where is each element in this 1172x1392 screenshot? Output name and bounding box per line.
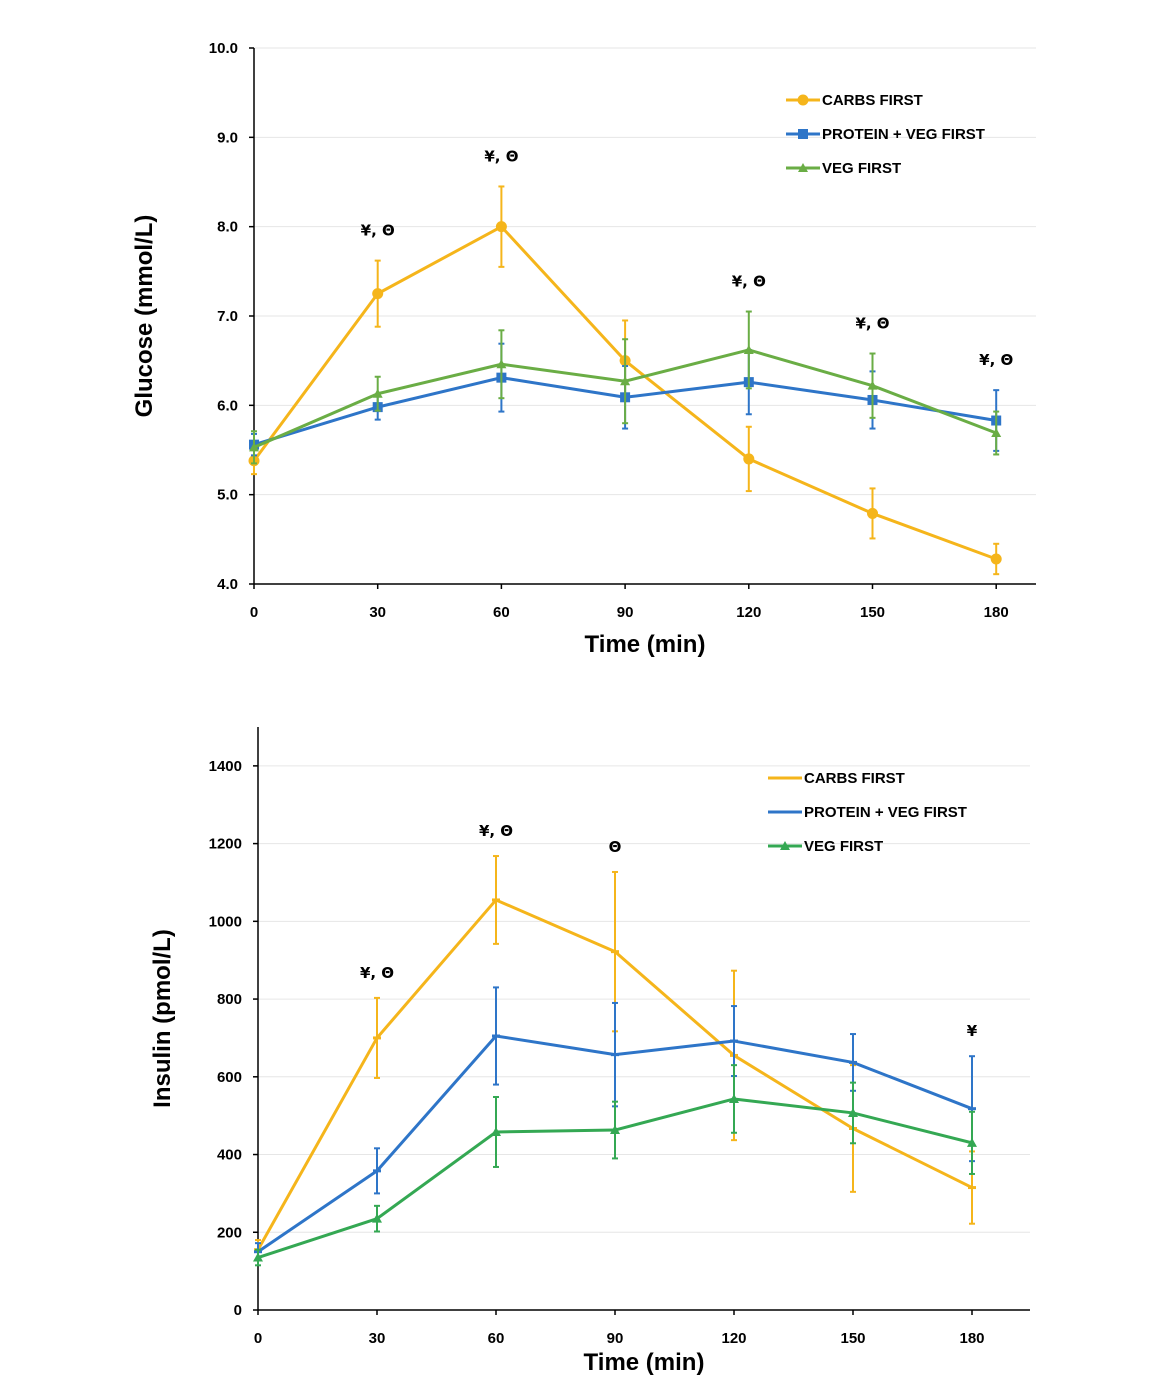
data-point [253, 1252, 263, 1262]
legend-entry: CARBS FIRST [768, 770, 905, 787]
y-tick-label: 0 [234, 1302, 242, 1319]
x-tick-label: 0 [254, 1330, 262, 1347]
significance-annotation: ¥, Θ [732, 273, 766, 291]
x-tick-label: 90 [607, 1330, 624, 1347]
legend-label: VEG FIRST [822, 160, 901, 177]
data-point [610, 1125, 620, 1135]
x-tick-label: 150 [860, 604, 885, 621]
significance-annotation: ¥, Θ [361, 222, 395, 240]
x-axis-title: Time (min) [584, 1349, 705, 1376]
legend-swatch-marker [780, 841, 790, 850]
significance-annotation: ¥, Θ [479, 822, 513, 840]
data-point [372, 388, 383, 398]
data-point [743, 453, 755, 465]
data-point [991, 428, 1002, 438]
x-axis-title: Time (min) [585, 631, 706, 658]
data-point [743, 344, 754, 354]
series-protein-veg-first [254, 986, 976, 1262]
data-point [372, 1213, 382, 1223]
y-tick-label: 200 [217, 1224, 242, 1241]
x-tick-label: 150 [840, 1330, 865, 1347]
data-point [990, 553, 1002, 565]
x-tick-label: 90 [617, 604, 634, 621]
series-veg-first [253, 1064, 977, 1267]
x-tick-label: 120 [721, 1330, 746, 1347]
y-tick-label: 1000 [209, 913, 242, 930]
y-tick-label: 4.0 [217, 576, 238, 593]
y-tick-label: 800 [217, 991, 242, 1008]
glucose-chart: 4.0 5.0 6.0 7.0 8.0 9.0 10.0 0 30 60 90 120 150 180 Ti… [131, 40, 1036, 658]
x-tick-label: 30 [369, 604, 386, 621]
significance-annotation: ¥, Θ [979, 351, 1013, 369]
significance-annotation: ¥ [967, 1022, 978, 1040]
y-tick-label: 7.0 [217, 308, 238, 325]
x-tick-label: 120 [736, 604, 761, 621]
legend-label: CARBS FIRST [804, 770, 905, 787]
x-tick-label: 60 [493, 604, 510, 621]
x-tick-label: 30 [369, 1330, 386, 1347]
data-point [495, 221, 507, 233]
y-axis-title: Glucose (mmol/L) [131, 215, 158, 418]
data-point [729, 1093, 739, 1103]
y-tick-label: 10.0 [209, 40, 238, 57]
legend-entry: VEG FIRST [786, 160, 901, 177]
x-tick-label: 0 [250, 604, 258, 621]
x-tick-label: 180 [959, 1330, 984, 1347]
data-point [491, 1126, 501, 1136]
significance-annotation: ¥, Θ [360, 964, 394, 982]
legend-label: CARBS FIRST [822, 92, 923, 109]
x-tick-label: 180 [984, 604, 1009, 621]
data-point [967, 1137, 977, 1147]
data-point [620, 376, 631, 386]
legend-swatch-marker [798, 129, 808, 139]
legend-swatch-marker [797, 94, 809, 106]
y-tick-label: 400 [217, 1147, 242, 1164]
legend-entry: VEG FIRST [768, 838, 883, 855]
significance-annotation: ¥, Θ [484, 147, 518, 165]
legend-entry: CARBS FIRST [786, 92, 923, 109]
data-point [496, 359, 507, 369]
data-point [867, 507, 878, 519]
significance-annotation: ¥, Θ [855, 315, 889, 333]
data-point [249, 442, 259, 452]
insulin-chart: 0 200 400 600 800 1000 1200 1400 0 30 60 90 120 150 18… [149, 727, 1030, 1376]
legend-entry: PROTEIN + VEG FIRST [768, 804, 967, 821]
y-axis-title: Insulin (pmol/L) [149, 929, 176, 1108]
legend-label: VEG FIRST [804, 838, 883, 855]
y-tick-label: 8.0 [217, 219, 238, 236]
data-point [867, 380, 878, 390]
y-tick-label: 600 [217, 1069, 242, 1086]
significance-annotation: Θ [609, 838, 622, 856]
legend-swatch-marker [798, 163, 808, 172]
legend-label: PROTEIN + VEG FIRST [804, 804, 967, 821]
legend-entry: PROTEIN + VEG FIRST [786, 126, 985, 143]
y-tick-label: 6.0 [217, 397, 238, 414]
data-point [372, 288, 384, 300]
series-veg-first [249, 310, 1002, 465]
data-point [848, 1107, 858, 1117]
y-tick-label: 1200 [209, 836, 242, 853]
y-tick-label: 1400 [209, 758, 242, 775]
x-tick-label: 60 [488, 1330, 505, 1347]
y-tick-label: 9.0 [217, 129, 238, 146]
legend-label: PROTEIN + VEG FIRST [822, 126, 985, 143]
y-tick-label: 5.0 [217, 487, 238, 504]
